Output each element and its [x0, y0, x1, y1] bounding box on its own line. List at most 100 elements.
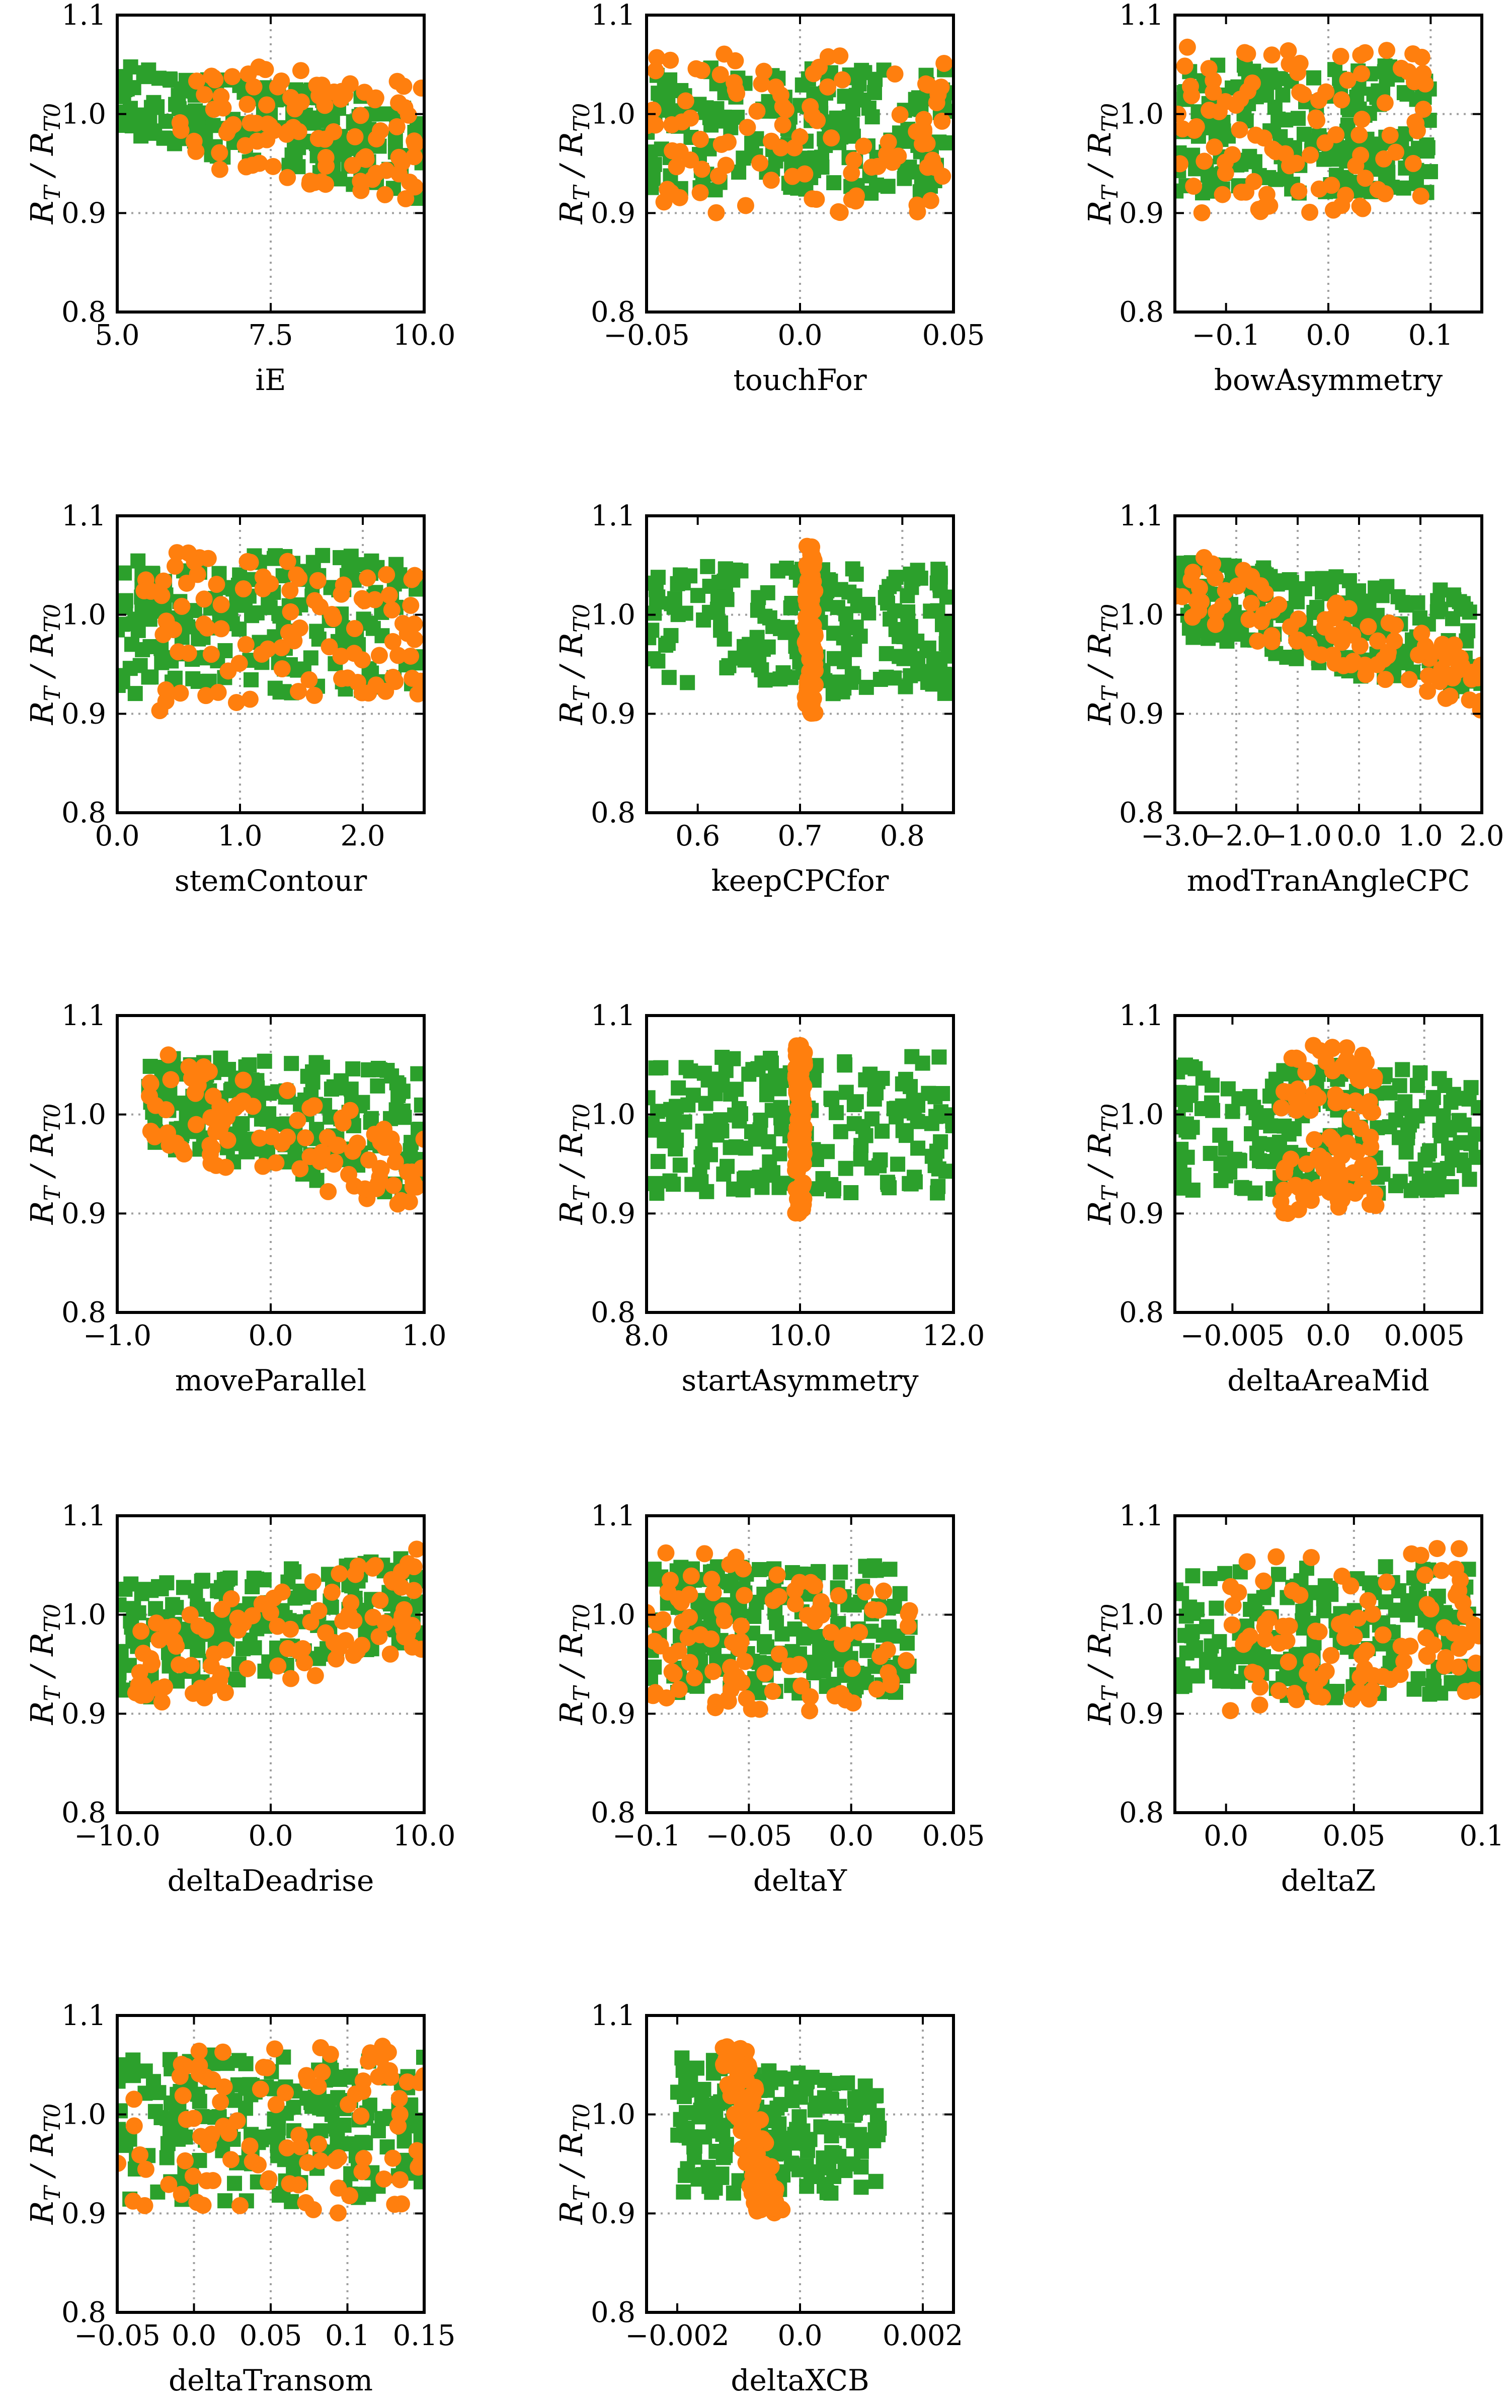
green-square-point: [1204, 1638, 1219, 1654]
orange-circle-point: [934, 168, 951, 185]
orange-circle-point: [1315, 1160, 1333, 1178]
orange-circle-point: [795, 1056, 813, 1074]
y-tick-label: 0.9: [1119, 1697, 1164, 1730]
x-tick-label: 1.0: [1398, 820, 1443, 852]
green-square-point: [1252, 1153, 1267, 1169]
orange-circle-point: [162, 1071, 180, 1089]
orange-circle-point: [181, 1606, 199, 1623]
green-square-point: [677, 2167, 693, 2183]
orange-circle-point: [174, 2087, 192, 2105]
orange-circle-point: [227, 693, 245, 711]
orange-circle-point: [792, 1073, 810, 1091]
orange-circle-point: [237, 636, 255, 653]
green-square-point: [1460, 623, 1476, 639]
orange-circle-point: [728, 85, 746, 102]
orange-circle-point: [1472, 692, 1482, 710]
orange-circle-point: [240, 65, 257, 83]
green-square-point: [1419, 1099, 1435, 1115]
green-square-point: [126, 2068, 141, 2083]
orange-circle-point: [1438, 649, 1456, 667]
orange-circle-point: [1290, 182, 1308, 200]
green-square-point: [736, 150, 751, 166]
orange-circle-point: [801, 1702, 819, 1720]
green-square-point: [1404, 1113, 1420, 1129]
green-square-point: [667, 1114, 682, 1129]
orange-circle-point: [800, 577, 817, 595]
orange-circle-point: [171, 1656, 188, 1674]
orange-circle-point: [1291, 84, 1309, 101]
green-square-point: [332, 171, 348, 187]
orange-circle-point: [1281, 1617, 1298, 1635]
green-square-point: [1443, 1095, 1459, 1110]
y-tick-label: 0.9: [591, 2197, 635, 2230]
orange-circle-point: [212, 88, 230, 105]
orange-circle-point: [677, 92, 694, 110]
orange-circle-point: [837, 1626, 855, 1644]
green-square-point: [768, 1068, 783, 1083]
orange-circle-point: [352, 2107, 370, 2125]
orange-circle-point: [1345, 1058, 1363, 1076]
orange-circle-point: [384, 1573, 402, 1591]
orange-circle-point: [1260, 197, 1278, 215]
subplot-deltaY: −0.1 −0.05 0.0 0.05 0.8 0.9 1.0 1.1 deltaY RT / R…: [553, 1500, 985, 1898]
orange-circle-point: [662, 51, 679, 69]
orange-circle-point: [153, 587, 171, 604]
orange-circle-point: [1311, 1670, 1329, 1687]
orange-circle-point: [267, 2096, 285, 2114]
y-tick-label: 0.9: [591, 1697, 635, 1730]
orange-circle-point: [899, 1617, 917, 1635]
orange-circle-point: [1278, 1632, 1296, 1650]
orange-circle-point: [1412, 1546, 1429, 1564]
orange-circle-point: [406, 178, 423, 196]
orange-circle-point: [922, 192, 939, 209]
orange-circle-point: [211, 144, 228, 162]
green-square-point: [1306, 70, 1321, 86]
green-square-point: [647, 1671, 659, 1686]
green-square-point: [315, 1059, 331, 1075]
orange-circle-point: [1452, 649, 1469, 667]
green-square-point: [650, 1104, 665, 1119]
orange-circle-point: [647, 62, 665, 80]
orange-circle-point: [738, 1690, 755, 1707]
orange-circle-point: [309, 2077, 327, 2095]
orange-circle-point: [364, 171, 381, 188]
orange-circle-point: [1207, 615, 1224, 633]
orange-circle-point: [1437, 689, 1455, 707]
green-square-point: [848, 566, 864, 582]
axes-frame: [645, 1514, 955, 1814]
green-square-point: [117, 1582, 133, 1597]
x-tick-label: 0.0: [95, 820, 139, 852]
orange-circle-point: [1324, 1131, 1341, 1149]
green-square-point: [784, 2084, 800, 2100]
orange-circle-point: [212, 1665, 230, 1683]
green-square-point: [142, 611, 157, 627]
orange-circle-point: [770, 1645, 788, 1663]
x-tick-label: 10.0: [393, 319, 456, 352]
orange-circle-point: [406, 132, 423, 150]
orange-circle-point: [328, 1136, 345, 1154]
green-square-point: [726, 1181, 742, 1197]
green-square-point: [712, 1112, 728, 1128]
green-square-point: [1175, 574, 1183, 589]
green-square-point: [156, 130, 172, 146]
y-tick-label: 1.0: [591, 1099, 635, 1131]
green-square-point: [1225, 1104, 1240, 1119]
green-square-point: [1422, 1143, 1438, 1158]
orange-circle-point: [898, 1652, 915, 1669]
green-square-point: [697, 105, 713, 120]
orange-circle-point: [791, 1185, 809, 1202]
orange-circle-point: [198, 619, 216, 637]
orange-circle-point: [284, 119, 302, 136]
orange-circle-point: [919, 76, 937, 94]
green-square-point: [870, 1074, 886, 1090]
markers: [1175, 1037, 1482, 1222]
green-square-point: [257, 1053, 272, 1069]
green-square-point: [188, 1583, 203, 1599]
green-square-point: [1400, 1593, 1415, 1608]
orange-circle-point: [395, 1620, 413, 1638]
orange-circle-point: [730, 1640, 748, 1657]
green-square-point: [814, 160, 830, 175]
orange-circle-point: [663, 116, 681, 133]
y-tick-label: 0.8: [1119, 1296, 1164, 1329]
x-axis-title: startAsymmetry: [681, 1363, 918, 1397]
